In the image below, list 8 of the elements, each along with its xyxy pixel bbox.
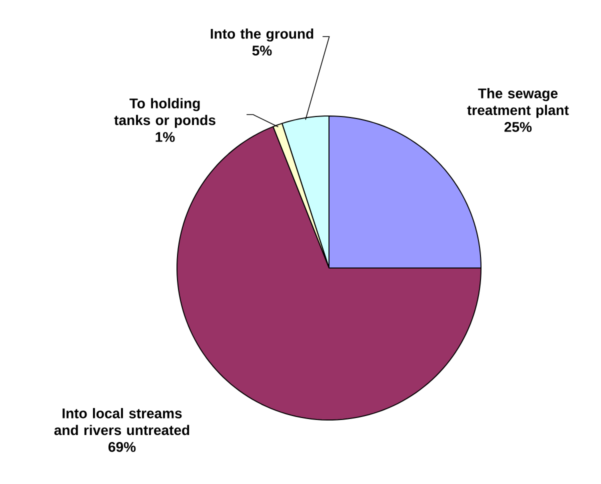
slice-label: Into local streams and rivers untreated [54,408,190,436]
data-label: 69% [108,442,136,452]
slice-label: Into the ground [210,28,314,42]
data-label: 1% [156,132,175,142]
legend-label: To holding tanks or ponds [114,98,216,128]
slice-label: The sewage treatment plant [467,88,569,118]
data-label: 25% [504,122,532,132]
data-label: 5% [252,46,272,56]
